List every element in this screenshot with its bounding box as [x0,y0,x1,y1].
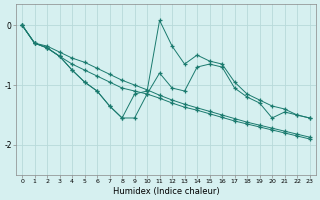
X-axis label: Humidex (Indice chaleur): Humidex (Indice chaleur) [113,187,219,196]
